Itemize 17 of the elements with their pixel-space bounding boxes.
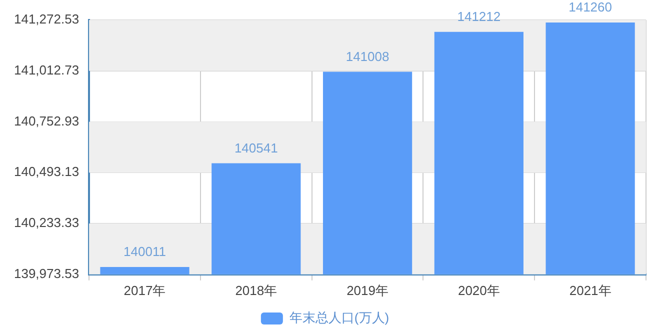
y-tick-label: 140,493.13 xyxy=(14,164,80,180)
legend-label: 年末总人口(万人) xyxy=(289,310,390,326)
y-tick-label: 141,272.53 xyxy=(14,12,80,27)
x-tick-label: 2017年 xyxy=(124,282,166,298)
data-label: 141260 xyxy=(568,0,612,15)
data-label: 140541 xyxy=(234,140,278,156)
y-tick-label: 140,752.93 xyxy=(14,113,80,128)
x-tick-label: 2021年 xyxy=(569,282,612,298)
x-tick-label: 2018年 xyxy=(235,282,278,298)
data-label: 141212 xyxy=(457,8,501,24)
data-label: 140011 xyxy=(124,244,166,260)
x-tick-label: 2019年 xyxy=(346,282,388,298)
data-label: 141008 xyxy=(346,48,390,64)
y-tick-label: 139,973.53 xyxy=(14,266,80,281)
y-tick-label: 141,012.73 xyxy=(14,62,80,78)
x-tick-label: 2020年 xyxy=(458,282,500,298)
y-tick-label: 140,233.33 xyxy=(14,215,80,230)
